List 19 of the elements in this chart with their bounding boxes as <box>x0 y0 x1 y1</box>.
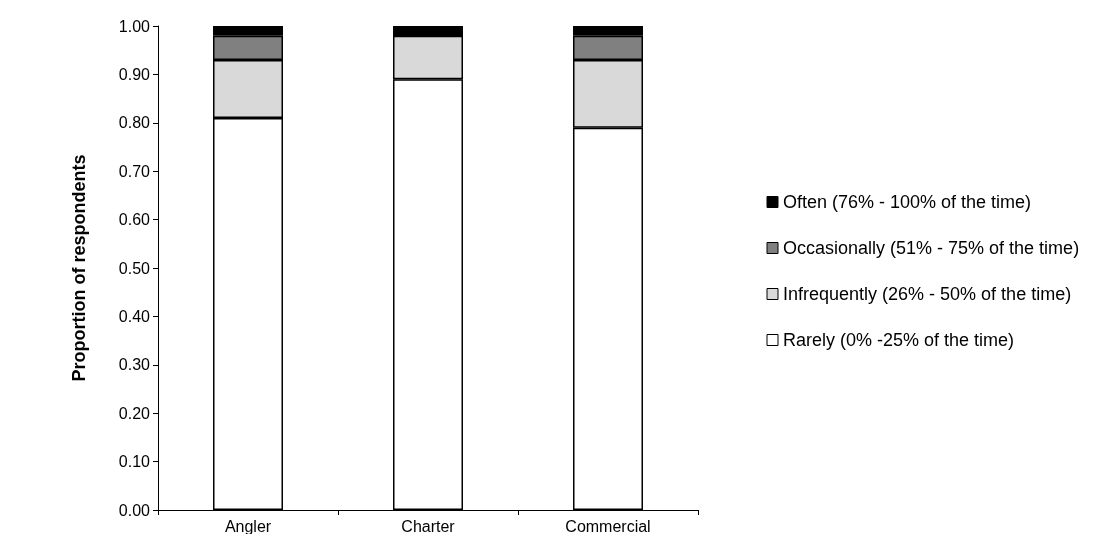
y-tick-label: 0.30 <box>118 356 151 374</box>
y-tick-label: 0.40 <box>118 307 151 325</box>
y-tick-label: 0.70 <box>118 162 151 180</box>
y-tick-label: 0.80 <box>118 114 151 132</box>
x-tick-label: Commercial <box>565 517 651 535</box>
legend-label: Rarely (0% -25% of the time) <box>783 330 1015 350</box>
y-tick-label: 0.50 <box>118 259 151 277</box>
y-tick-label: 0.20 <box>118 404 151 422</box>
legend-label: Often (76% - 100% of the time) <box>783 192 1032 212</box>
legend-label: Occasionally (51% - 75% of the time) <box>783 238 1080 258</box>
y-tick-label: 1.00 <box>118 17 151 35</box>
x-tick-label: Charter <box>401 517 456 535</box>
y-axis-title: Proportion of respondents <box>69 154 89 382</box>
y-tick-label: 0.60 <box>118 211 151 229</box>
y-tick-label: 0.00 <box>118 501 151 519</box>
y-tick-label: 0.10 <box>118 453 151 471</box>
y-tick-label: 0.90 <box>118 65 151 83</box>
legend-label: Infrequently (26% - 50% of the time) <box>783 284 1072 304</box>
x-tick-label: Angler <box>224 517 272 535</box>
